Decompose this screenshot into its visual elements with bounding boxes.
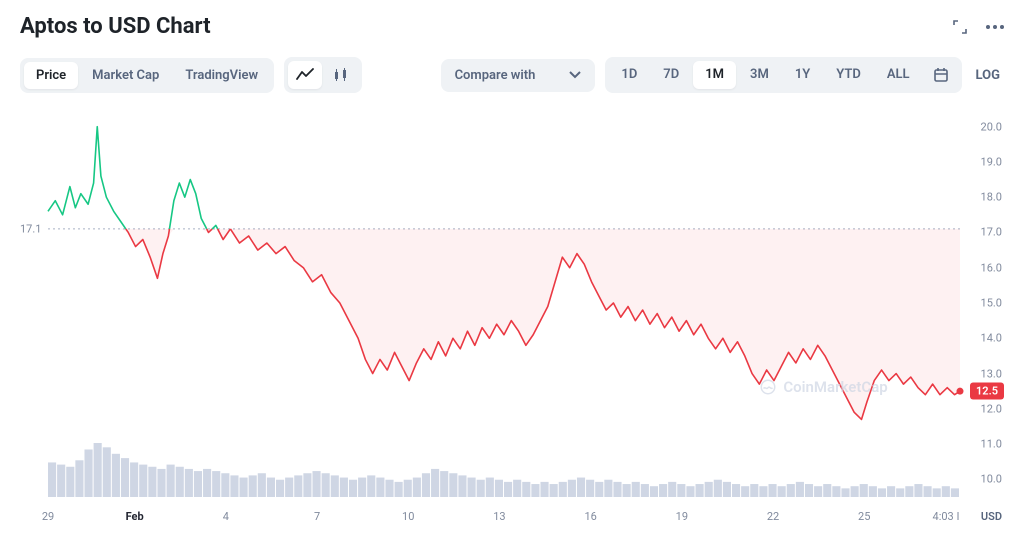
page-title: Aptos to USD Chart: [20, 14, 211, 39]
x-tick-label: 29: [42, 510, 54, 523]
currency-label: USD: [981, 510, 1002, 523]
x-tick-current-time: 4:03 I: [933, 510, 960, 523]
candlestick-chart-icon[interactable]: [324, 61, 358, 89]
tab-tradingview[interactable]: TradingView: [173, 62, 270, 89]
range-1d[interactable]: 1D: [609, 61, 649, 89]
range-1m[interactable]: 1M: [693, 61, 736, 89]
y-tick-label: 16.0: [981, 261, 1002, 274]
tab-price[interactable]: Price: [24, 62, 78, 89]
x-tick-label: 7: [314, 510, 320, 523]
y-tick-label: 17.0: [981, 226, 1002, 239]
y-tick-label: 11.0: [981, 438, 1002, 451]
chevron-down-icon: [569, 71, 581, 79]
line-chart-icon[interactable]: [288, 61, 322, 89]
header-row: Aptos to USD Chart: [20, 14, 1004, 39]
range-ytd[interactable]: YTD: [824, 61, 873, 89]
tab-group-main: Price Market Cap TradingView: [20, 58, 274, 93]
compare-with-button[interactable]: Compare with: [441, 59, 596, 92]
y-tick-label: 19.0: [981, 155, 1002, 168]
chart-mode-group: [284, 57, 362, 93]
time-range-group: 1D7D1M3M1YYTDALL: [605, 57, 961, 93]
tab-marketcap[interactable]: Market Cap: [80, 62, 171, 89]
price-chart[interactable]: 10.0 11.0 12.0 13.0 14.0 15.0 16.0 17.0 18.0 19.0…: [20, 103, 1004, 523]
range-7d[interactable]: 7D: [651, 61, 691, 89]
x-tick-label: 25: [858, 510, 870, 523]
reference-price-label: 17.1: [20, 222, 41, 235]
range-3m[interactable]: 3M: [738, 61, 781, 89]
range-1y[interactable]: 1Y: [783, 61, 822, 89]
log-scale-toggle[interactable]: LOG: [972, 62, 1004, 89]
y-tick-label: 12.0: [981, 402, 1002, 415]
x-tick-label: 16: [584, 510, 596, 523]
y-tick-label: 10.0: [981, 473, 1002, 486]
toolbar: Price Market Cap TradingView: [20, 57, 1004, 93]
x-tick-label: Feb: [126, 510, 144, 523]
calendar-icon[interactable]: [924, 61, 958, 89]
fullscreen-icon[interactable]: [952, 19, 968, 35]
x-tick-label: 13: [493, 510, 505, 523]
x-tick-label: 22: [767, 510, 779, 523]
y-tick-label: 13.0: [981, 367, 1002, 380]
y-tick-label: 18.0: [981, 191, 1002, 204]
y-tick-label: 15.0: [981, 297, 1002, 310]
y-tick-label: 14.0: [981, 332, 1002, 345]
compare-label: Compare with: [455, 68, 536, 83]
range-all[interactable]: ALL: [875, 61, 922, 89]
x-tick-label: 19: [676, 510, 688, 523]
x-tick-label: 10: [402, 510, 414, 523]
current-price-badge: 12.5: [970, 383, 1004, 400]
y-tick-label: 20.0: [981, 120, 1002, 133]
watermark: CoinMarketCap: [759, 378, 887, 396]
x-tick-label: 4: [223, 510, 229, 523]
more-menu-icon[interactable]: [986, 25, 1004, 29]
